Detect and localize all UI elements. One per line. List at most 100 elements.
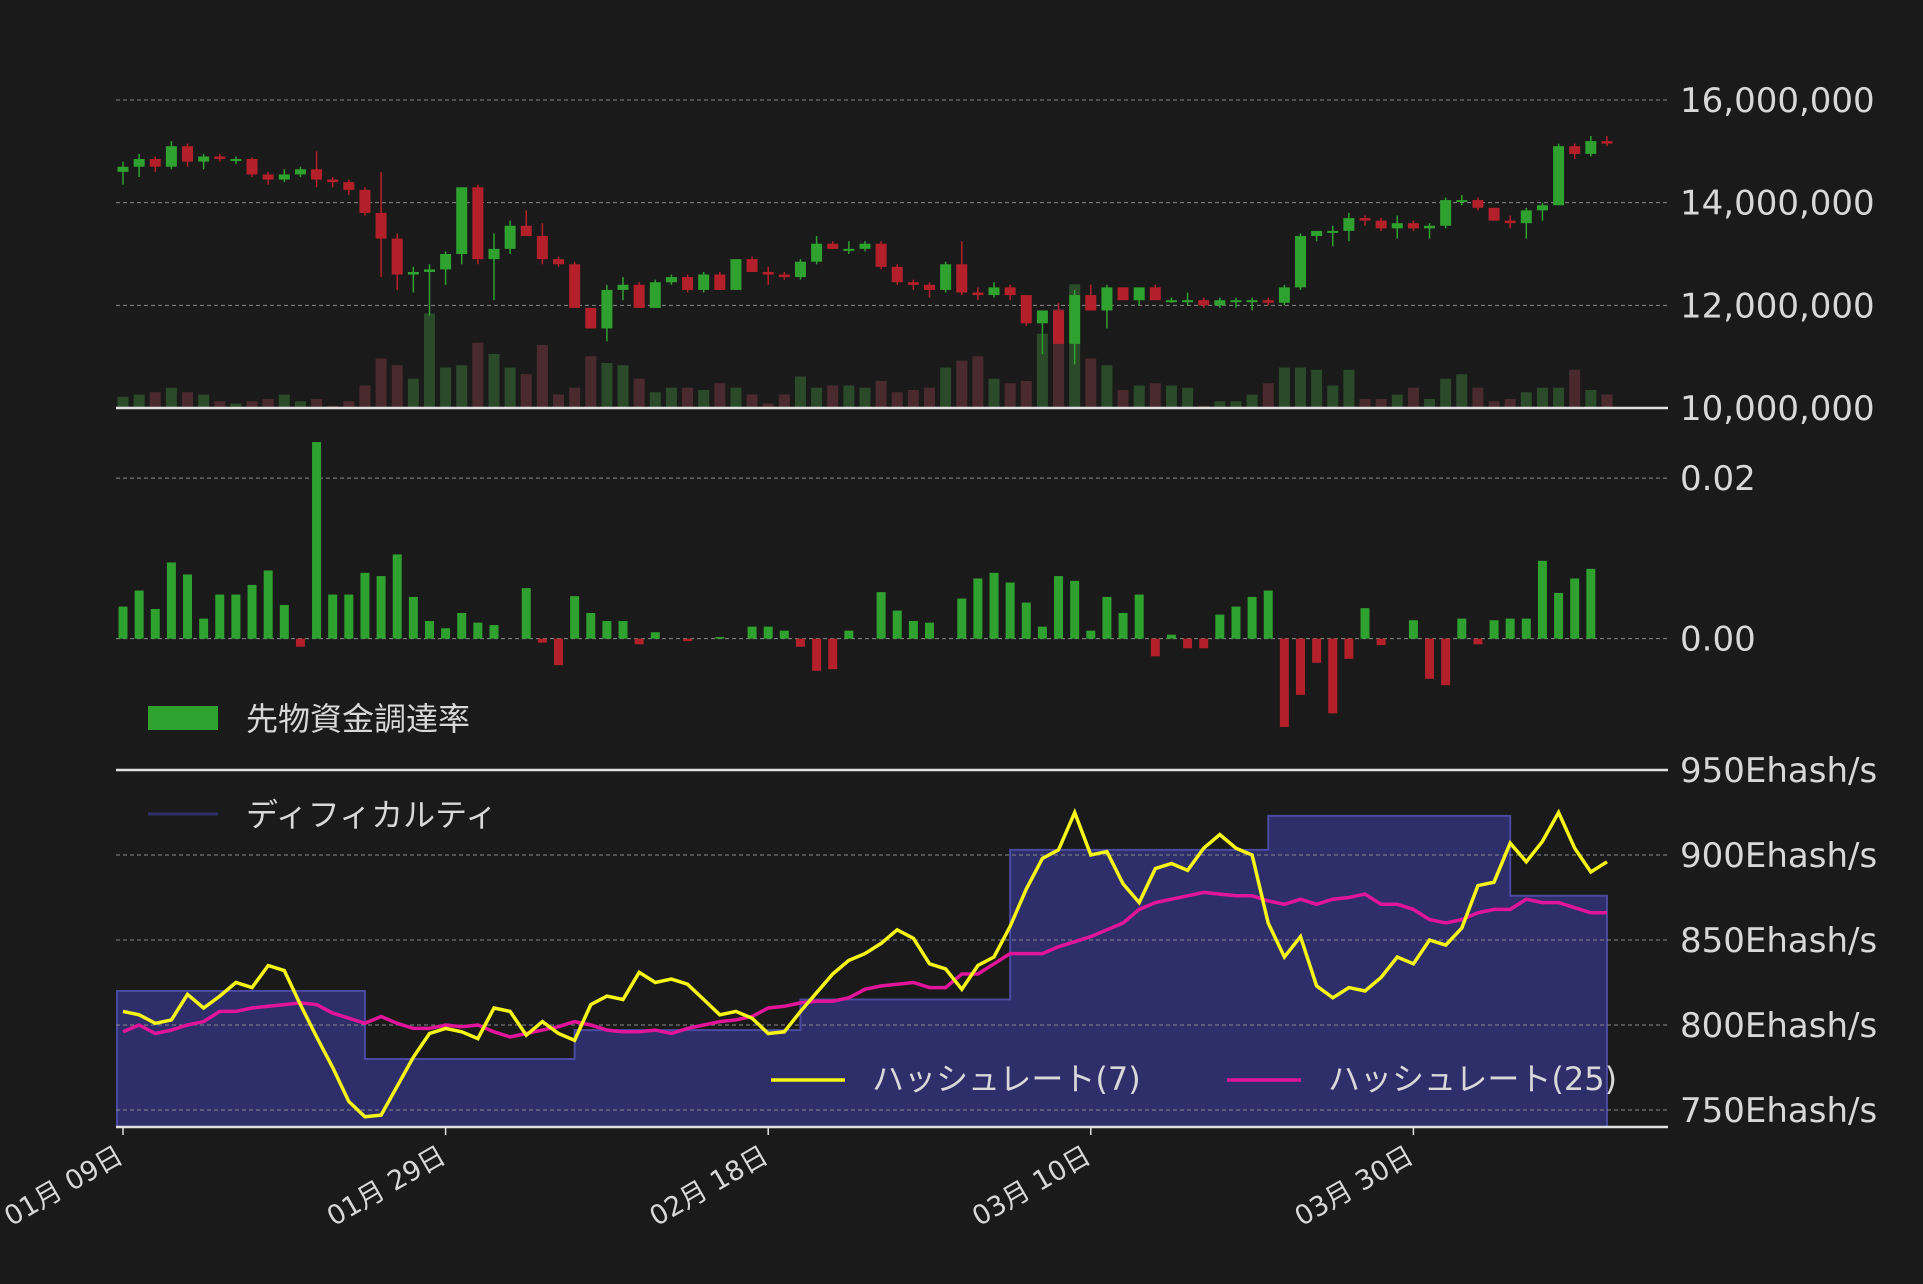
candle-body: [1020, 295, 1032, 324]
candle-body: [488, 248, 500, 260]
funding-bar: [360, 572, 370, 639]
funding-tick-label: 0.02: [1680, 459, 1756, 499]
volume-bar: [1036, 333, 1048, 408]
candle-body: [472, 187, 484, 260]
funding-bar: [1037, 626, 1047, 639]
funding-bar: [408, 596, 418, 639]
hashrate-25-legend-label: ハッシュレート(25): [1328, 1060, 1617, 1098]
funding-bar: [537, 638, 547, 643]
candle-body: [1278, 287, 1290, 303]
volume-bar: [520, 374, 532, 408]
funding-bar: [1199, 638, 1209, 649]
volume-bar: [682, 387, 694, 408]
funding-bar: [344, 594, 354, 639]
volume-bar: [262, 399, 274, 408]
funding-bar: [118, 606, 128, 639]
funding-bar: [392, 554, 402, 639]
volume-bar: [1101, 365, 1113, 408]
candle-body: [924, 284, 935, 290]
candle-body: [423, 269, 435, 272]
funding-bar: [1183, 638, 1193, 649]
funding-bar: [1005, 582, 1015, 639]
candle-body: [1069, 295, 1081, 344]
volume-bar: [988, 378, 1000, 408]
volume-bar: [359, 385, 371, 408]
candle-body: [375, 212, 387, 239]
candle-body: [1601, 141, 1613, 144]
candle-body: [1504, 220, 1516, 224]
candle-body: [246, 159, 258, 175]
volume-bar: [1149, 383, 1161, 408]
candle-body: [520, 225, 532, 237]
candle-body: [1149, 287, 1161, 301]
volume-bar: [117, 396, 129, 408]
funding-bar: [263, 570, 273, 639]
funding-bar: [1473, 638, 1483, 645]
funding-bar: [489, 625, 499, 639]
candle-body: [230, 159, 242, 162]
candle-body: [665, 277, 677, 283]
funding-bar: [1425, 638, 1435, 679]
candle-body: [133, 159, 145, 167]
funding-bar: [1118, 613, 1128, 639]
volume-bar: [214, 401, 226, 408]
funding-bar: [1295, 638, 1305, 695]
volume-bar: [1569, 369, 1581, 408]
candle-body: [843, 248, 855, 251]
volume-bar: [1311, 369, 1323, 408]
candle-body: [1327, 230, 1339, 233]
hashrate-25-line: [122, 890, 1607, 1039]
candle-body: [1456, 200, 1468, 203]
funding-bar: [1554, 592, 1564, 639]
volume-bar: [391, 365, 403, 408]
volume-bar: [1407, 387, 1419, 408]
volume-bar: [343, 401, 355, 408]
volume-bar: [375, 358, 387, 408]
candle-body: [1230, 300, 1242, 303]
volume-bar: [294, 401, 306, 408]
candle-body: [1101, 287, 1113, 311]
volume-bar: [1520, 392, 1532, 408]
funding-bar: [1070, 580, 1080, 639]
candle-body: [811, 243, 823, 262]
candle-body: [1053, 310, 1065, 344]
hashrate-tick-label: 900Ehash/s: [1680, 836, 1877, 876]
candle-body: [649, 282, 661, 308]
funding-bar: [715, 637, 725, 639]
candle-body: [682, 277, 694, 290]
volume-bar: [198, 394, 210, 408]
volume-bar: [649, 392, 661, 408]
candle-body: [214, 156, 226, 160]
candle-body: [778, 274, 790, 278]
candle-body: [956, 264, 968, 293]
volume-bar: [488, 354, 500, 408]
volume-bar: [811, 387, 823, 408]
funding-bar: [925, 622, 934, 639]
candle-body: [1311, 230, 1323, 237]
funding-bar: [683, 638, 693, 642]
funding-bar: [554, 638, 564, 666]
funding-bar: [166, 562, 176, 639]
candle-body: [1085, 295, 1097, 311]
funding-bar: [1150, 638, 1160, 657]
candle-body: [601, 289, 613, 329]
volume-bar: [891, 392, 903, 408]
volume-bar: [536, 345, 548, 408]
volume-bar: [730, 387, 742, 408]
volume-bar: [182, 392, 194, 408]
volume-bar: [1472, 387, 1484, 408]
candle-body: [730, 259, 742, 290]
volume-bar: [1020, 381, 1032, 408]
candle-body: [440, 254, 452, 270]
candle-body: [794, 261, 806, 278]
funding-bar: [1441, 638, 1451, 686]
candle-body: [891, 266, 903, 283]
volume-bar: [472, 342, 484, 408]
volume-bar: [1278, 367, 1290, 408]
price-axis-ticks: 16,000,000 14,000,000 12,000,000 10,000,000: [1680, 81, 1875, 429]
candle-body: [1246, 300, 1258, 303]
funding-bar: [1021, 602, 1031, 639]
price-tick-label: 12,000,000: [1680, 286, 1875, 326]
volume-bar: [504, 367, 516, 408]
